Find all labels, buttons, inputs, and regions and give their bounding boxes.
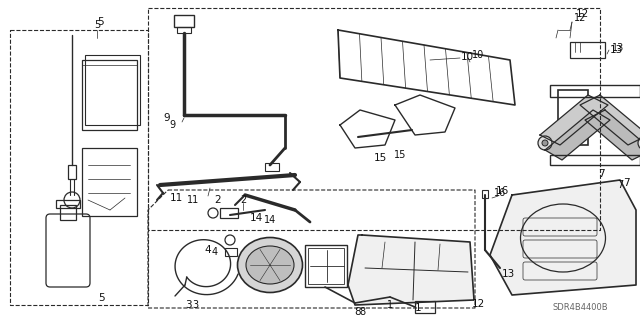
Polygon shape	[585, 110, 640, 160]
Bar	[308, 248, 344, 284]
Text: 16: 16	[494, 188, 506, 198]
Text: 7: 7	[623, 178, 629, 188]
Text: 4: 4	[212, 247, 218, 257]
Bar	[82, 60, 137, 130]
Text: 2: 2	[214, 195, 221, 205]
Circle shape	[538, 136, 552, 150]
Text: 15: 15	[394, 150, 406, 160]
Bar	[174, 15, 194, 27]
Circle shape	[638, 136, 640, 150]
Polygon shape	[540, 95, 608, 145]
Bar	[56, 200, 80, 208]
Bar	[482, 190, 488, 198]
Bar	[225, 248, 237, 256]
Text: 10: 10	[472, 50, 484, 60]
Bar	[415, 301, 435, 313]
Text: 3: 3	[185, 300, 191, 310]
Text: 5: 5	[98, 293, 104, 303]
Text: 7: 7	[598, 169, 605, 179]
Ellipse shape	[237, 238, 303, 293]
Bar	[265, 163, 279, 171]
Bar	[177, 27, 191, 33]
Circle shape	[542, 140, 548, 146]
Text: 7: 7	[617, 180, 623, 190]
Text: 11: 11	[187, 195, 199, 205]
Text: 14: 14	[264, 215, 276, 225]
Bar	[220, 208, 238, 218]
Bar	[68, 165, 76, 179]
Bar	[305, 245, 347, 287]
Bar	[82, 148, 137, 216]
Polygon shape	[348, 235, 474, 305]
Bar	[570, 42, 605, 58]
Ellipse shape	[246, 246, 294, 284]
Text: 8: 8	[355, 307, 362, 317]
Text: 5: 5	[97, 17, 103, 27]
Text: 3: 3	[192, 300, 198, 310]
Bar	[85, 55, 140, 125]
Text: SDR4B4400B: SDR4B4400B	[552, 303, 608, 313]
Text: 13: 13	[502, 269, 515, 279]
Text: 14: 14	[250, 213, 262, 223]
Text: 12: 12	[575, 9, 589, 19]
Text: 4: 4	[205, 245, 211, 255]
Bar	[60, 205, 76, 220]
Polygon shape	[580, 95, 640, 145]
Text: 15: 15	[373, 153, 387, 163]
Text: 11: 11	[170, 193, 182, 203]
Text: 1: 1	[387, 300, 393, 310]
Text: 9: 9	[169, 120, 175, 130]
Bar	[550, 85, 640, 97]
Bar	[558, 90, 588, 145]
Text: 13: 13	[612, 43, 624, 53]
Polygon shape	[545, 110, 610, 160]
Polygon shape	[490, 180, 636, 295]
Text: 13: 13	[609, 45, 623, 55]
Text: 12: 12	[472, 299, 485, 309]
Text: 1: 1	[415, 303, 421, 313]
Bar	[550, 155, 640, 165]
Text: 8: 8	[359, 307, 365, 317]
Text: 5: 5	[94, 20, 100, 30]
Text: 2: 2	[240, 195, 246, 205]
Text: 9: 9	[164, 113, 170, 123]
Text: 16: 16	[495, 186, 509, 196]
Text: 10: 10	[460, 52, 474, 62]
Text: 12: 12	[574, 13, 586, 23]
